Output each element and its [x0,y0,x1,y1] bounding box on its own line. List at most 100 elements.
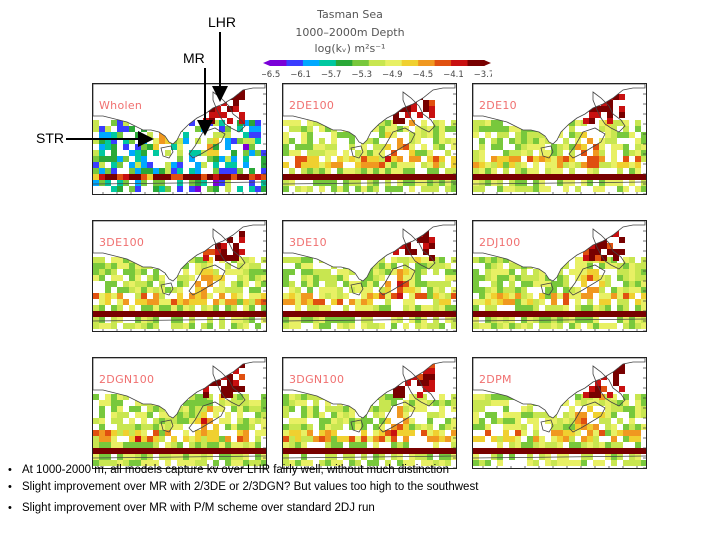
map-cell [331,180,337,186]
map-cell [331,317,337,323]
coastline [350,419,364,433]
map-cell [599,293,605,299]
map-cell [439,448,445,454]
colorbar-units: log(kᵥ) m²s⁻¹ [314,42,386,55]
map-cell [135,186,141,192]
map-cell [249,275,255,281]
map-cell [283,311,289,317]
map-cell [331,299,337,305]
map-cell [249,406,255,412]
map-cell [239,249,245,255]
colorbar-tick-label: −6.1 [290,70,311,80]
map-cell [283,323,289,329]
map-cell [569,126,575,132]
map-cell [177,305,183,311]
map-cell [307,436,313,442]
panel-label: 2DGN100 [99,373,155,386]
map-cell [527,406,533,412]
colorbar-swatch [368,60,386,66]
map-cell [237,263,243,269]
map-cell [237,400,243,406]
map-cell [325,305,331,311]
map-cell [605,180,611,186]
map-cell [605,430,611,436]
map-cell [379,311,385,317]
map-cell [515,174,521,180]
map-cell [539,293,545,299]
map-cell [409,132,415,138]
map-cell [249,120,255,126]
colorbar-swatch [467,60,485,66]
map-cell [255,269,261,275]
map-cell [595,386,601,392]
map-cell [527,281,533,287]
map-cell [491,299,497,305]
map-cell [569,430,575,436]
map-cell [289,418,295,424]
map-cell [349,281,355,287]
map-cell [605,281,611,287]
map-cell [451,275,456,281]
map-cell [183,275,189,281]
map-cell [635,412,641,418]
map-cell [147,132,153,138]
map-cell [331,287,337,293]
map-cell [427,174,433,180]
map-cell [421,406,427,412]
map-cell [403,174,409,180]
map-cell [611,287,617,293]
map-cell [301,263,307,269]
colorbar-low-end [263,60,270,66]
map-cell [207,138,213,144]
map-cell [249,144,255,150]
map-cell [219,311,225,317]
map-cell [141,168,147,174]
map-cell [313,281,319,287]
map-cell [313,275,319,281]
map-cell [361,436,367,442]
map-cell [451,311,456,317]
map-cell [497,138,503,144]
map-cell [331,144,337,150]
map-cell [527,299,533,305]
map-cell [623,323,629,329]
panel-3de10: 3DE10 [282,220,457,332]
map-cell [243,323,249,329]
map-cell [213,406,219,412]
map-cell [515,412,521,418]
map-cell [433,430,439,436]
map-cell [231,305,237,311]
map-cell [367,162,373,168]
map-cell [373,275,379,281]
map-cell [521,287,527,293]
map-cell [165,448,171,454]
map-cell [587,305,593,311]
map-cell [215,249,221,255]
coastline [283,455,456,459]
map-cell [349,436,355,442]
map-cell [225,180,231,186]
map-cell [587,442,593,448]
map-cell [623,436,629,442]
map-cell [611,138,617,144]
map-cell [227,374,233,380]
map-cell [415,281,421,287]
map-cell [497,311,503,317]
map-cell [99,436,105,442]
map-cell [551,424,557,430]
map-cell [105,174,111,180]
map-cell [325,180,331,186]
map-cell [227,392,233,398]
map-cell [521,150,527,156]
map-cell [623,394,629,400]
map-cell [99,263,105,269]
map-cell [301,269,307,275]
map-cell [343,406,349,412]
map-cell [141,305,147,311]
map-cell [237,436,243,442]
map-cell [283,299,289,305]
map-cell [641,394,646,400]
map-cell [515,186,521,192]
map-cell [617,305,623,311]
map-cell [445,311,451,317]
